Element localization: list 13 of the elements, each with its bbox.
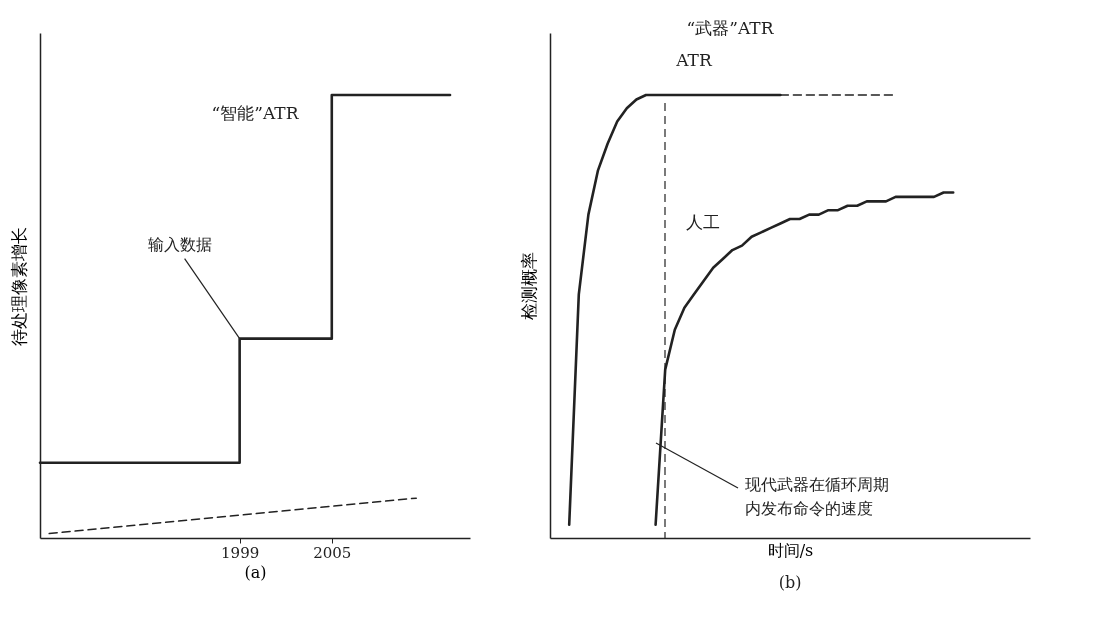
annotation: 现代武器在循环周期内发布命令的速度 <box>745 475 889 518</box>
x-axis-title: 时间/s <box>767 540 814 560</box>
x-axis-title: (a) <box>244 562 267 582</box>
series-label: ATR <box>675 50 713 71</box>
text: (b) <box>778 573 802 592</box>
annotation: 输入数据 <box>147 234 212 254</box>
text: “智能”ATR <box>211 103 300 123</box>
chart-title: “武器”ATR <box>686 18 775 38</box>
y-axis-title: 待处理像素增长 <box>8 226 29 346</box>
x-tick-label: 1999 <box>221 543 260 562</box>
series-label: 人工 <box>686 211 721 232</box>
y-axis-title: 检测概率 <box>518 252 539 320</box>
x-tick-label: 2005 <box>313 543 352 562</box>
